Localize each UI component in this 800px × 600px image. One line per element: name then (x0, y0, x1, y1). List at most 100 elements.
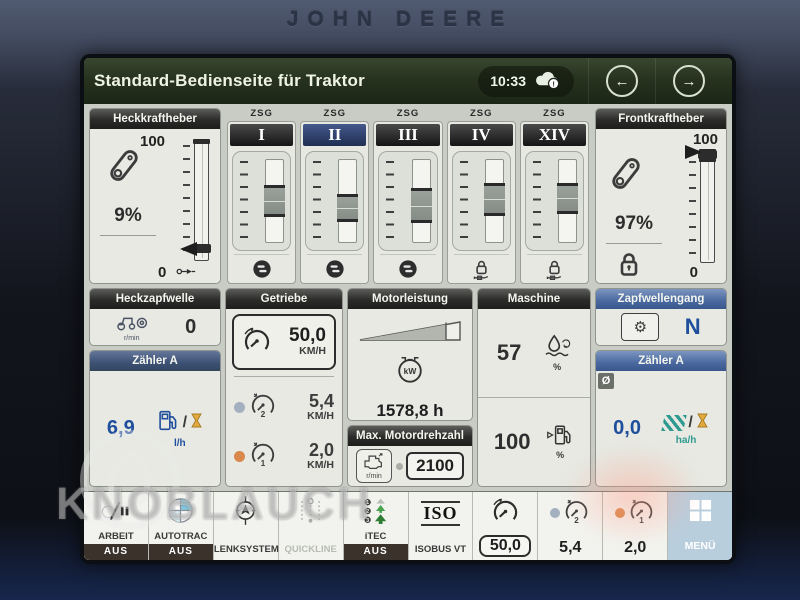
lock-valve-icon (453, 254, 509, 283)
terminal-screen: Standard-Bedienseite für Traktor 10:33 !… (84, 58, 732, 560)
zsg-caption: ZSG (323, 108, 347, 119)
rear-pto-panel: Heckzapfwelle r/min 0 (89, 288, 221, 346)
svg-text:kW: kW (404, 366, 417, 376)
back-arrow-button[interactable]: ← (606, 65, 638, 97)
zsg-scale-ticks (313, 161, 322, 241)
rear-pto-title: Heckzapfwelle (90, 289, 220, 309)
gear-settings-button[interactable]: ⚙ (621, 313, 660, 341)
rear-hitch-title: Heckkraftheber (90, 109, 220, 129)
zsg-card: II (300, 121, 370, 284)
zsg-slider[interactable] (451, 151, 511, 251)
iso-logo-icon: ISO (421, 500, 460, 526)
lock-valve-icon (526, 254, 583, 283)
counter-a-left-panel: Zähler A 6,9 / l/h (89, 350, 221, 487)
max-rpm-value[interactable]: 2100 (406, 452, 464, 480)
front-hitch-scale[interactable]: 100 0 (660, 131, 718, 281)
softkey-arbeit[interactable]: ARBEIT AUS (84, 492, 149, 560)
device-brand-logo: John Deere (286, 8, 514, 31)
engine-kw-icon: kW (394, 354, 426, 389)
steering-icon (232, 495, 259, 531)
max-engine-speed-panel: Max. Motordrehzahl r/min 2100 (347, 425, 473, 487)
svg-text:2: 2 (575, 516, 580, 524)
zsg-slider-handle[interactable] (264, 184, 286, 217)
zsg-slider[interactable] (524, 151, 585, 251)
speedo-target-icon (491, 497, 520, 529)
forward-arrow-button[interactable]: → (673, 65, 705, 97)
zsg-roman-numeral: I (230, 124, 294, 146)
fuel-level-icon: % (546, 424, 574, 460)
status-dot (395, 462, 403, 470)
zsg-scale-ticks (386, 161, 395, 241)
softkey-isobus-vt[interactable]: ISO ISOBUS VT (408, 492, 474, 560)
left-stack: Heckzapfwelle r/min 0 Zähler A 6,9 (89, 288, 221, 487)
rear-hitch-handle[interactable] (192, 244, 211, 254)
zsg-channel-II: ZSG II (300, 108, 370, 284)
front-hitch-bar (698, 149, 717, 263)
fuel-pump-icon (157, 409, 180, 437)
main-content: Heckkraftheber 9% 100 0 (84, 104, 732, 491)
zsg-slider-handle[interactable] (337, 194, 359, 222)
target-speed-box[interactable]: 50,0 KM/H (232, 314, 336, 370)
zsg-slider[interactable] (305, 151, 365, 251)
page-header: Standard-Bedienseite für Traktor 10:33 !… (84, 58, 732, 104)
hourglass-icon (696, 412, 709, 434)
front-hitch-handle[interactable] (698, 150, 717, 160)
zsg-caption: ZSG (543, 108, 566, 119)
zsg-card: III (373, 121, 443, 284)
target-speed-value: 50,0 (289, 325, 326, 347)
right-stack: Zapfwellengang ⚙ N Zähler A Ø 0,0 / (595, 288, 727, 487)
rear-hitch-scale[interactable]: 100 0 (140, 133, 212, 281)
front-hitch-value: 97% (606, 213, 662, 244)
gear1-speed-value: 2,0 (308, 440, 334, 461)
fuel-level-row: 100 % (478, 397, 590, 486)
gear1-status-dot (234, 451, 245, 462)
softkey-speed-gear1[interactable]: 1 2,0 (603, 492, 669, 560)
zsg-slider-handle[interactable] (410, 187, 432, 224)
svg-text:3: 3 (366, 517, 369, 523)
counter-a-right-panel: Zähler A Ø 0,0 / ha/h (595, 350, 727, 487)
zsg-slider-handle[interactable] (557, 182, 579, 214)
softkey-menu[interactable]: MENÜ (668, 492, 732, 560)
hourglass-icon (190, 412, 203, 434)
speedometer-icon: 1 (628, 498, 655, 529)
softkey-autotrac[interactable]: AUTOTRAC AUS (148, 492, 214, 560)
softkey-speed-gear2[interactable]: 2 5,4 (538, 492, 604, 560)
def-fluid-icon: % (543, 334, 571, 372)
engine-rpm-button[interactable]: r/min (356, 449, 392, 483)
softkey-label: AUTOTRAC (154, 531, 208, 542)
zsg-channel-IV: ZSG IV (446, 108, 516, 284)
speedometer-target-icon (242, 326, 272, 359)
zsg-slider-handle[interactable] (483, 182, 505, 216)
hitch-plug-icon (176, 263, 196, 281)
softkey-toolbar: ARBEIT AUS AUTOTRAC AUS LENKSYSTEM QUICKLINE 1… (84, 491, 732, 560)
engine-hours-value: 1578,8 h (376, 401, 444, 420)
zsg-slider[interactable] (232, 151, 292, 251)
scale-ticks (689, 161, 696, 261)
zsg-channel-I: ZSG I (227, 108, 297, 284)
scale-max-label: 100 (140, 133, 166, 150)
softkey-state: AUS (148, 544, 213, 560)
zsg-slider[interactable] (378, 151, 438, 251)
zsg-scale-ticks (532, 161, 541, 241)
scv-strip: ZSG I ZSG II ZSG III ZSG IV ZSG XIV (225, 108, 591, 284)
work-pause-icon (101, 498, 131, 529)
softkey-itec[interactable]: 1 2 3 iTEC AUS (343, 492, 409, 560)
engine-power-title: Motorleistung (348, 289, 472, 309)
float-valve-icon (307, 254, 363, 283)
rear-pto-value: 0 (185, 315, 197, 338)
scale-max-label: 100 (692, 131, 718, 148)
per-divider: / (688, 413, 693, 431)
speedometer-icon: 2 (563, 498, 590, 529)
softkey-state: AUS (343, 544, 408, 560)
softkey-value: 2,0 (624, 539, 647, 556)
softkey-target-speed[interactable]: 50,0 (473, 492, 539, 560)
svg-text:!: ! (552, 79, 555, 88)
gear2-speed-row: 2 5,4 KM/H (232, 383, 336, 432)
softkey-lenksystem[interactable]: LENKSYSTEM (213, 492, 279, 560)
transmission-title: Getriebe (226, 289, 342, 309)
softkey-state: AUS (84, 544, 148, 560)
def-unit-label: % (553, 362, 562, 372)
zsg-roman-numeral: IV (449, 124, 513, 146)
rear-hitch-value: 9% (100, 205, 156, 236)
softkey-quickline[interactable]: QUICKLINE (278, 492, 344, 560)
